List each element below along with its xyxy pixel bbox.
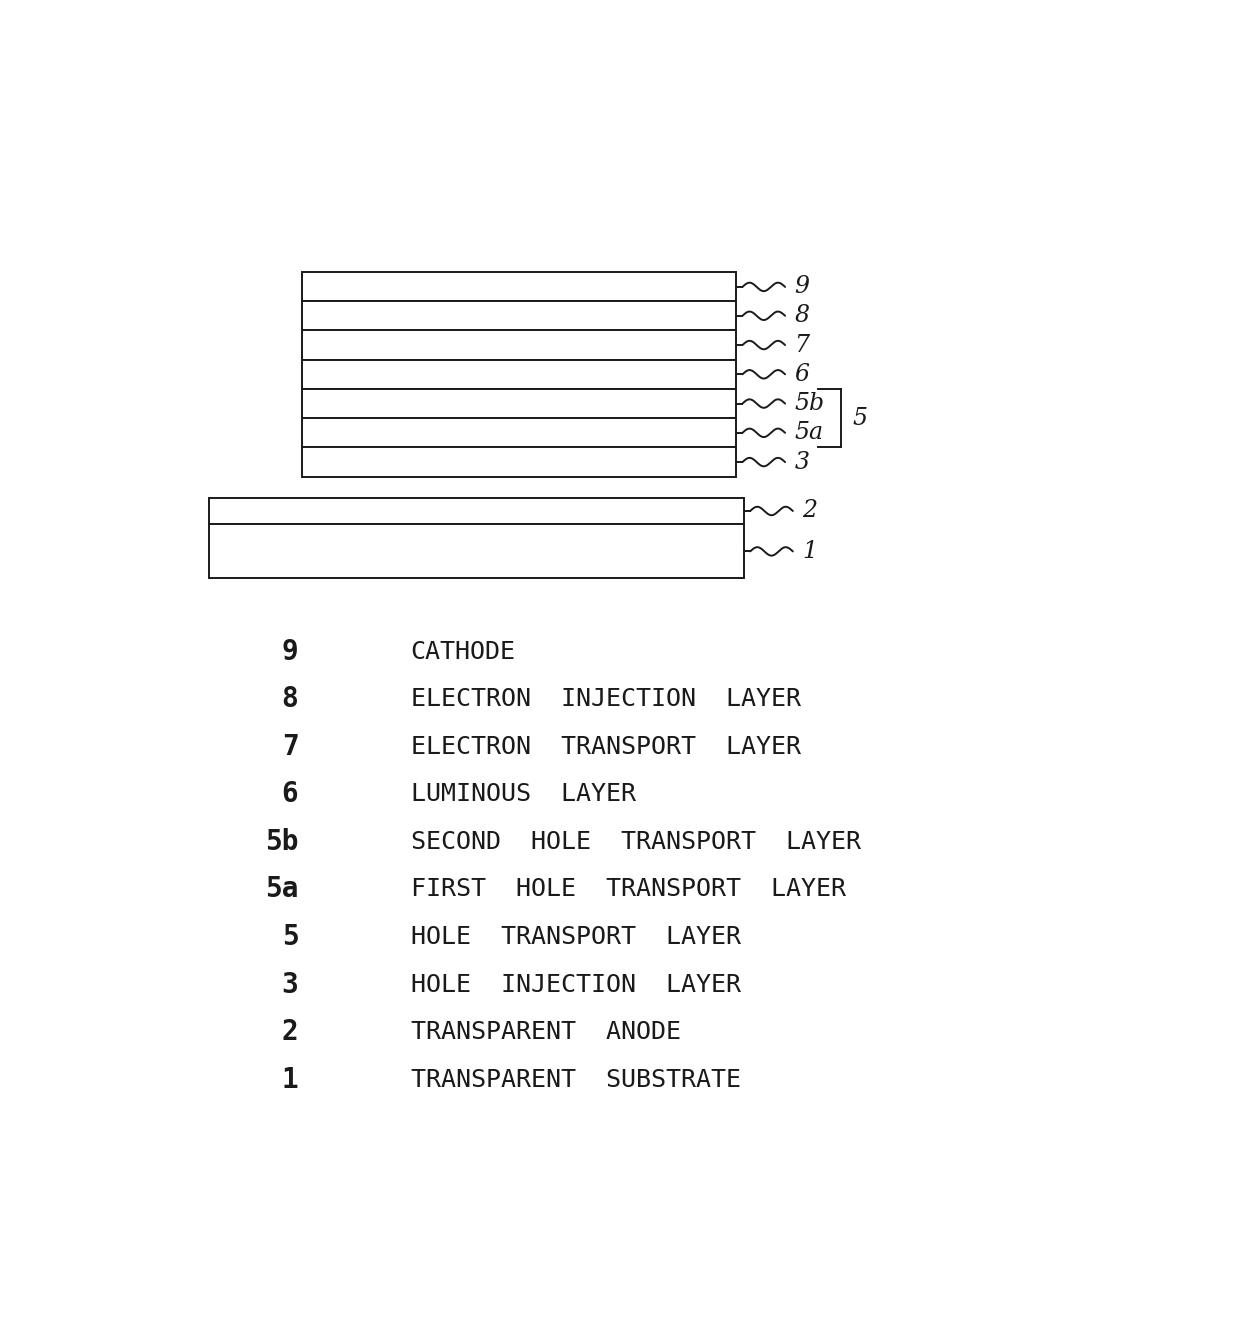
Text: 5: 5 xyxy=(281,924,299,952)
Text: 8: 8 xyxy=(795,304,810,327)
Text: HOLE  TRANSPORT  LAYER: HOLE TRANSPORT LAYER xyxy=(410,925,740,949)
Bar xyxy=(303,272,737,302)
Text: ELECTRON  TRANSPORT  LAYER: ELECTRON TRANSPORT LAYER xyxy=(410,735,801,759)
Text: 1: 1 xyxy=(281,1066,299,1094)
Text: 9: 9 xyxy=(795,275,810,299)
Text: TRANSPARENT  SUBSTRATE: TRANSPARENT SUBSTRATE xyxy=(410,1067,740,1092)
Text: 5b: 5b xyxy=(265,828,299,856)
Text: 5b: 5b xyxy=(795,392,825,415)
Text: LUMINOUS  LAYER: LUMINOUS LAYER xyxy=(410,783,636,807)
Text: TRANSPARENT  ANODE: TRANSPARENT ANODE xyxy=(410,1021,681,1045)
Bar xyxy=(210,525,744,578)
Bar xyxy=(303,302,737,331)
Bar xyxy=(303,331,737,360)
Text: SECOND  HOLE  TRANSPORT  LAYER: SECOND HOLE TRANSPORT LAYER xyxy=(410,829,861,853)
Bar xyxy=(303,389,737,419)
Bar xyxy=(303,419,737,448)
Bar xyxy=(303,448,737,477)
Text: ELECTRON  INJECTION  LAYER: ELECTRON INJECTION LAYER xyxy=(410,687,801,711)
Bar xyxy=(303,360,737,389)
Text: FIRST  HOLE  TRANSPORT  LAYER: FIRST HOLE TRANSPORT LAYER xyxy=(410,877,846,901)
Text: CATHODE: CATHODE xyxy=(410,639,516,663)
Text: 1: 1 xyxy=(802,540,817,563)
Text: 2: 2 xyxy=(802,500,817,522)
Text: 5: 5 xyxy=(853,407,868,429)
Text: 2: 2 xyxy=(281,1018,299,1046)
Text: 8: 8 xyxy=(281,684,299,714)
Text: 3: 3 xyxy=(795,451,810,473)
Text: 9: 9 xyxy=(281,638,299,666)
Text: HOLE  INJECTION  LAYER: HOLE INJECTION LAYER xyxy=(410,973,740,997)
Text: 5a: 5a xyxy=(265,876,299,904)
Text: 6: 6 xyxy=(795,363,810,385)
Text: 3: 3 xyxy=(281,970,299,998)
Text: 7: 7 xyxy=(795,334,810,356)
Bar xyxy=(210,497,744,525)
Text: 7: 7 xyxy=(281,732,299,760)
Text: 6: 6 xyxy=(281,780,299,808)
Text: 5a: 5a xyxy=(795,421,823,444)
